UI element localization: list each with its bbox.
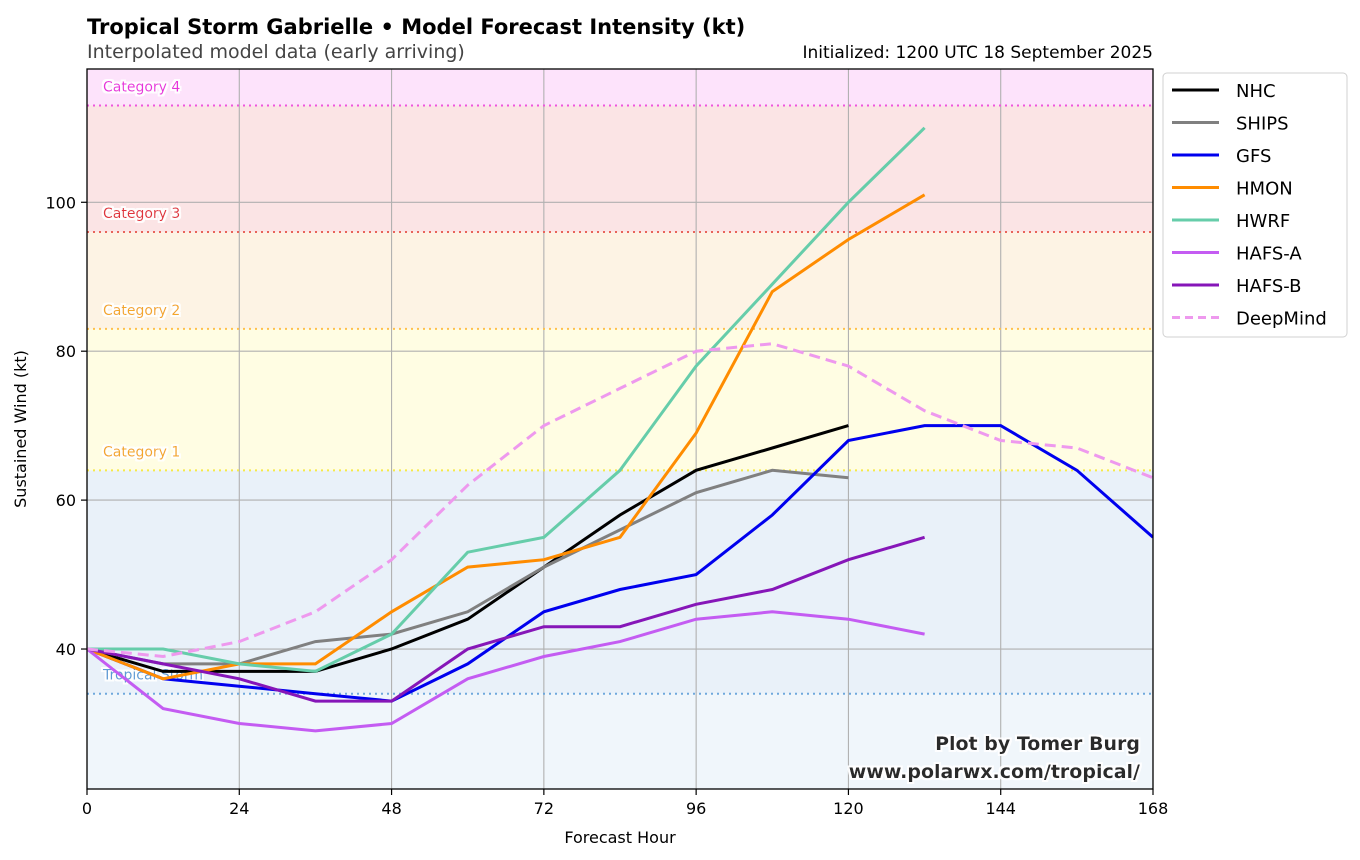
legend: NHC SHIPS GFS HMON HWRF HAFS-A HAFS-B DeepMind [1162,72,1348,338]
legend-label: HAFS-A [1236,244,1302,265]
band-category-1 [87,328,1153,471]
series-hwrf [87,126,926,673]
x-tick-label: 96 [686,799,706,818]
legend-label: HWRF [1236,211,1290,232]
legend-label: HAFS-B [1236,276,1302,297]
legend-item-hafs-a[interactable]: HAFS-A [1172,244,1302,265]
series-ships [87,468,849,666]
x-tick-label: 48 [381,799,401,818]
y-tick-label: 80 [56,342,76,361]
y-axis-ticks: 40 60 80 100 [45,193,87,659]
category-thresholds [87,104,1153,695]
category-label: Category 2 [103,303,180,319]
legend-label: SHIPS [1236,114,1289,135]
legend-item-hwrf[interactable]: HWRF [1172,211,1290,232]
y-tick-label: 100 [45,193,76,212]
legend-label: NHC [1236,81,1276,102]
category-label: Category 1 [103,444,180,460]
band-below-ts [87,693,1153,789]
band-category-2 [87,232,1153,329]
x-tick-label: 144 [985,799,1016,818]
band-category-4 [87,69,1153,106]
legend-item-ships[interactable]: SHIPS [1172,114,1289,135]
x-tick-label: 72 [534,799,554,818]
legend-label: GFS [1236,146,1271,167]
category-label: Category 3 [103,206,180,222]
x-tick-label: 168 [1138,799,1169,818]
category-bands [87,69,1153,789]
plot-frame [86,68,1154,790]
legend-label: HMON [1236,179,1293,200]
x-tick-label: 24 [229,799,249,818]
legend-item-hmon[interactable]: HMON [1172,179,1293,200]
series-lines [87,126,1153,733]
credit: Plot by Tomer Burg www.polarwx.com/tropi… [849,733,1140,783]
legend-item-hafs-b[interactable]: HAFS-B [1172,276,1302,297]
y-tick-label: 40 [56,640,76,659]
band-category-3 [87,105,1153,233]
x-tick-label: 0 [82,799,92,818]
credit-line-2: www.polarwx.com/tropical/ [849,761,1140,783]
legend-item-deepmind[interactable]: DeepMind [1172,309,1327,330]
x-axis-label: Forecast Hour [564,828,676,847]
legend-item-nhc[interactable]: NHC [1172,81,1276,102]
chart-title: Tropical Storm Gabrielle • Model Forecas… [87,15,745,39]
series-hafs-b [87,535,926,703]
series-hafs-a [87,610,925,733]
legend-box [1162,72,1348,338]
y-axis-label: Sustained Wind (kt) [11,350,30,508]
grid-lines [87,69,1153,789]
credit-line-1: Plot by Tomer Burg [935,733,1140,755]
legend-item-gfs[interactable]: GFS [1172,146,1271,167]
x-tick-label: 120 [833,799,864,818]
series-gfs [87,424,1153,703]
legend-label: DeepMind [1236,309,1327,330]
init-time: Initialized: 1200 UTC 18 September 2025 [802,43,1153,63]
y-tick-label: 60 [56,491,76,510]
series-deepmind [87,342,1153,659]
category-label: Category 4 [103,79,180,95]
series-hmon [87,193,926,681]
x-axis-ticks: 0 24 48 72 96 120 144 168 [82,789,1168,818]
chart-subtitle: Interpolated model data (early arriving) [87,41,465,63]
series-nhc [87,424,849,673]
